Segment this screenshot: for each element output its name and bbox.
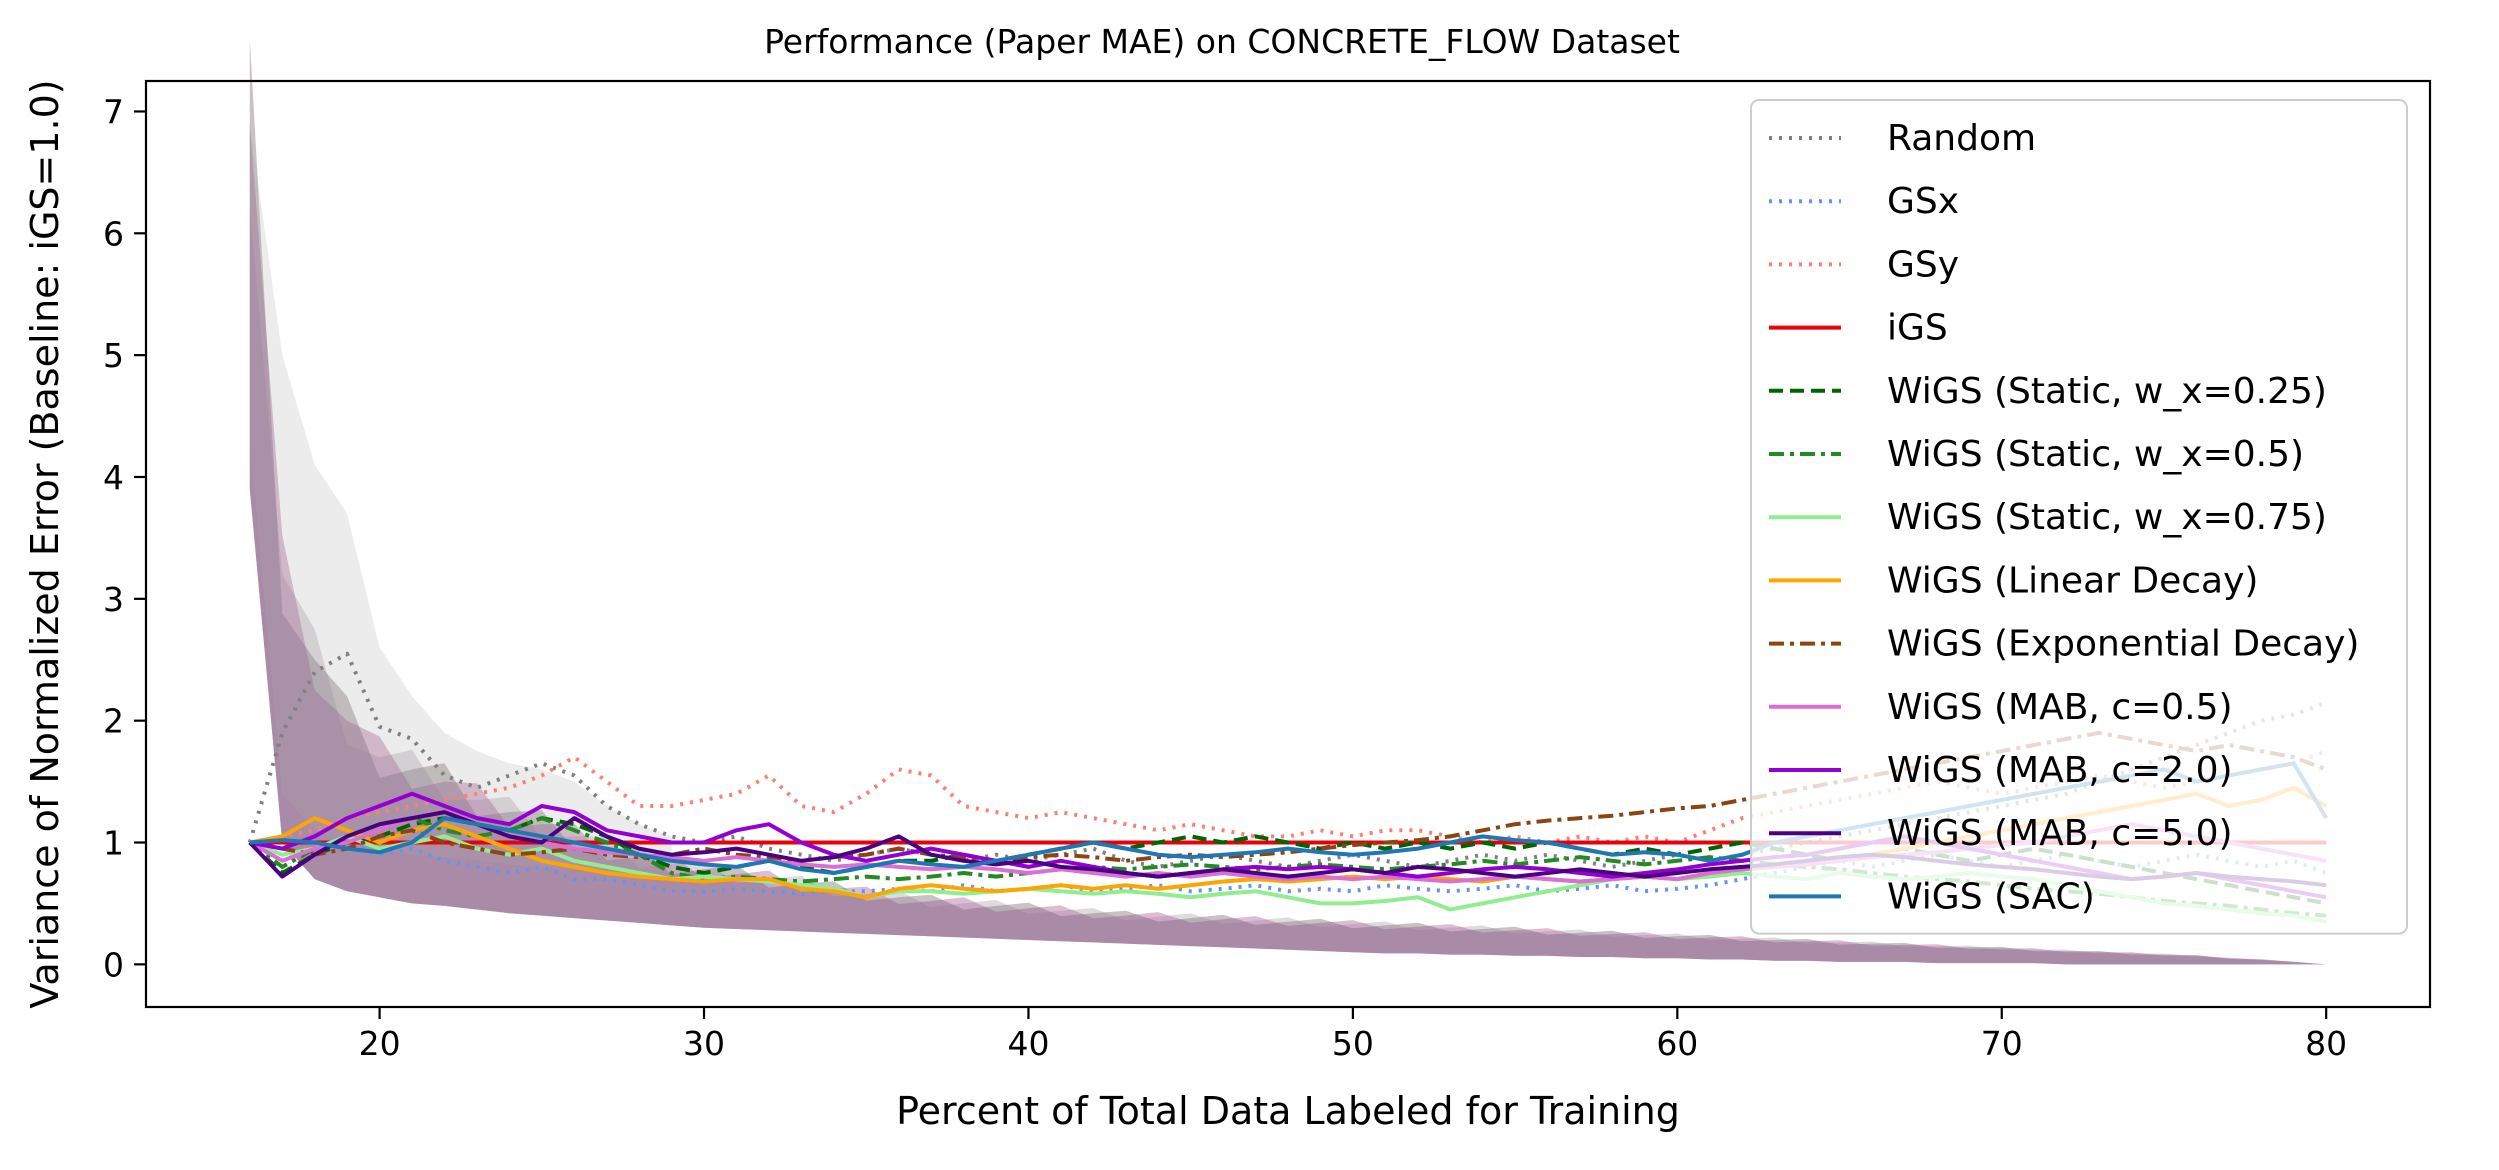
- legend: Random GSx GSy iGS WiGS (Static, w_x=0.25) Wi…: [1750, 99, 2408, 935]
- variance-band: [249, 39, 2327, 965]
- legend-label: WiGS (MAB, c=2.0): [1887, 750, 2233, 791]
- plot-area-frame: [144, 79, 2432, 1009]
- legend-label: WiGS (Static, w_x=0.75): [1887, 497, 2327, 538]
- x-tick-label: 80: [2305, 1024, 2347, 1063]
- random-variance-band: [249, 123, 672, 877]
- x-tick-label: 20: [359, 1024, 401, 1063]
- y-tick-label: 7: [103, 92, 124, 131]
- y-tick-label: 1: [103, 824, 124, 863]
- y-tick-label: 0: [103, 945, 124, 984]
- legend-label: WiGS (Static, w_x=0.5): [1887, 434, 2304, 475]
- legend-label: GSy: [1887, 244, 1959, 285]
- variance-band: [249, 207, 2327, 965]
- x-tick-label: 30: [683, 1024, 725, 1063]
- y-tick-label: 3: [103, 580, 124, 619]
- legend-label: WiGS (MAB, c=5.0): [1887, 813, 2233, 854]
- variance-band: [249, 207, 2327, 965]
- legend-label: WiGS (Exponential Decay): [1887, 624, 2359, 665]
- x-tick-label: 40: [1007, 1024, 1049, 1063]
- variance-bands-layer: [249, 39, 2327, 965]
- y-axis-label: Variance of Normalized Error (Baseline: …: [23, 79, 67, 1008]
- chart-title: Performance (Paper MAE) on CONCRETE_FLOW…: [764, 22, 1680, 61]
- y-tick-label: 4: [103, 458, 124, 497]
- y-tick-label: 2: [103, 702, 124, 741]
- variance-band: [249, 123, 2327, 965]
- series-line-0: [247, 651, 2327, 869]
- legend-box: [1750, 99, 2408, 935]
- legend-label: GSx: [1887, 181, 1959, 222]
- legend-label: WiGS (Linear Decay): [1887, 560, 2258, 601]
- legend-label: WiGS (SAC): [1887, 876, 2095, 917]
- x-tick-label: 60: [1656, 1024, 1698, 1063]
- legend-label: WiGS (Static, w_x=0.25): [1887, 371, 2327, 412]
- legend-label: Random: [1887, 118, 2036, 159]
- y-tick-label: 6: [103, 214, 124, 253]
- variance-band: [249, 123, 2327, 965]
- x-axis: 20 30 40 50 60 70 80: [359, 1007, 2347, 1063]
- y-axis: 0 1 2 3 4 5 6 7: [103, 92, 146, 984]
- x-tick-label: 50: [1332, 1024, 1374, 1063]
- variance-band: [249, 207, 2327, 965]
- x-tick-label: 70: [1981, 1024, 2023, 1063]
- variance-band: [249, 39, 2327, 965]
- variance-band: [249, 123, 2327, 965]
- legend-label: WiGS (MAB, c=0.5): [1887, 687, 2233, 728]
- legend-label: iGS: [1887, 308, 1948, 349]
- y-tick-label: 5: [103, 336, 124, 375]
- x-axis-label: Percent of Total Data Labeled for Traini…: [896, 1089, 1680, 1133]
- variance-band: [249, 39, 2327, 965]
